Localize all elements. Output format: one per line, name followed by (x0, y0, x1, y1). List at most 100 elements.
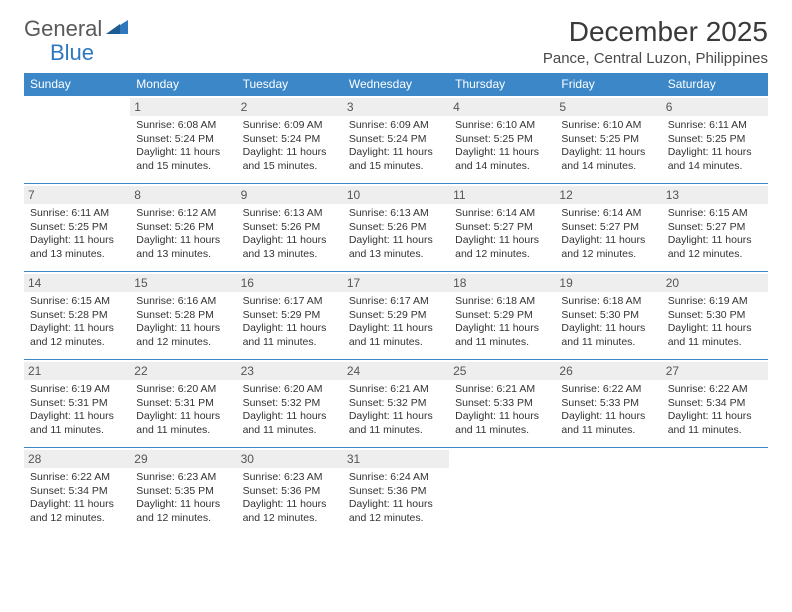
calendar-cell: 10Sunrise: 6:13 AMSunset: 5:26 PMDayligh… (343, 184, 449, 272)
daylight-line: Daylight: 11 hours and 11 minutes. (349, 322, 443, 349)
calendar-cell: 27Sunrise: 6:22 AMSunset: 5:34 PMDayligh… (662, 360, 768, 448)
day-number: 4 (449, 98, 555, 116)
calendar-cell: 24Sunrise: 6:21 AMSunset: 5:32 PMDayligh… (343, 360, 449, 448)
daylight-line: Daylight: 11 hours and 11 minutes. (136, 410, 230, 437)
sunset-line: Sunset: 5:26 PM (136, 221, 230, 235)
daylight-line: Daylight: 11 hours and 12 minutes. (455, 234, 549, 261)
calendar-cell: 15Sunrise: 6:16 AMSunset: 5:28 PMDayligh… (130, 272, 236, 360)
day-number: 23 (237, 362, 343, 380)
daylight-line: Daylight: 11 hours and 11 minutes. (668, 410, 762, 437)
brand-blue-wrap: Blue (50, 40, 94, 66)
calendar-cell (555, 448, 661, 536)
sunrise-line: Sunrise: 6:18 AM (561, 295, 655, 309)
calendar-cell: 28Sunrise: 6:22 AMSunset: 5:34 PMDayligh… (24, 448, 130, 536)
day-number: 18 (449, 274, 555, 292)
calendar-row: 28Sunrise: 6:22 AMSunset: 5:34 PMDayligh… (24, 448, 768, 536)
sunrise-line: Sunrise: 6:19 AM (30, 383, 124, 397)
daylight-line: Daylight: 11 hours and 12 minutes. (349, 498, 443, 525)
calendar-thead: SundayMondayTuesdayWednesdayThursdayFrid… (24, 73, 768, 96)
weekday-row: SundayMondayTuesdayWednesdayThursdayFrid… (24, 73, 768, 96)
calendar-cell: 12Sunrise: 6:14 AMSunset: 5:27 PMDayligh… (555, 184, 661, 272)
sunset-line: Sunset: 5:26 PM (243, 221, 337, 235)
calendar-cell: 11Sunrise: 6:14 AMSunset: 5:27 PMDayligh… (449, 184, 555, 272)
sunrise-line: Sunrise: 6:21 AM (455, 383, 549, 397)
calendar-cell: 23Sunrise: 6:20 AMSunset: 5:32 PMDayligh… (237, 360, 343, 448)
calendar-cell: 8Sunrise: 6:12 AMSunset: 5:26 PMDaylight… (130, 184, 236, 272)
calendar-cell: 17Sunrise: 6:17 AMSunset: 5:29 PMDayligh… (343, 272, 449, 360)
calendar-cell: 4Sunrise: 6:10 AMSunset: 5:25 PMDaylight… (449, 96, 555, 184)
sunrise-line: Sunrise: 6:09 AM (349, 119, 443, 133)
sunset-line: Sunset: 5:24 PM (349, 133, 443, 147)
sunrise-line: Sunrise: 6:10 AM (455, 119, 549, 133)
daylight-line: Daylight: 11 hours and 12 minutes. (561, 234, 655, 261)
daylight-line: Daylight: 11 hours and 12 minutes. (136, 322, 230, 349)
daylight-line: Daylight: 11 hours and 14 minutes. (561, 146, 655, 173)
calendar-cell (24, 96, 130, 184)
daylight-line: Daylight: 11 hours and 13 minutes. (349, 234, 443, 261)
calendar-cell: 22Sunrise: 6:20 AMSunset: 5:31 PMDayligh… (130, 360, 236, 448)
sunrise-line: Sunrise: 6:11 AM (668, 119, 762, 133)
calendar-cell: 30Sunrise: 6:23 AMSunset: 5:36 PMDayligh… (237, 448, 343, 536)
calendar-row: 1Sunrise: 6:08 AMSunset: 5:24 PMDaylight… (24, 96, 768, 184)
sunrise-line: Sunrise: 6:08 AM (136, 119, 230, 133)
sunset-line: Sunset: 5:35 PM (136, 485, 230, 499)
sunset-line: Sunset: 5:28 PM (136, 309, 230, 323)
weekday-header: Sunday (24, 73, 130, 96)
sunrise-line: Sunrise: 6:17 AM (243, 295, 337, 309)
daylight-line: Daylight: 11 hours and 11 minutes. (668, 322, 762, 349)
calendar-cell: 18Sunrise: 6:18 AMSunset: 5:29 PMDayligh… (449, 272, 555, 360)
day-number: 28 (24, 450, 130, 468)
day-number: 30 (237, 450, 343, 468)
sunrise-line: Sunrise: 6:10 AM (561, 119, 655, 133)
day-number: 8 (130, 186, 236, 204)
weekday-header: Tuesday (237, 73, 343, 96)
day-number: 14 (24, 274, 130, 292)
sunrise-line: Sunrise: 6:21 AM (349, 383, 443, 397)
calendar-cell: 26Sunrise: 6:22 AMSunset: 5:33 PMDayligh… (555, 360, 661, 448)
daylight-line: Daylight: 11 hours and 13 minutes. (30, 234, 124, 261)
day-number: 16 (237, 274, 343, 292)
calendar-cell: 21Sunrise: 6:19 AMSunset: 5:31 PMDayligh… (24, 360, 130, 448)
sunset-line: Sunset: 5:27 PM (668, 221, 762, 235)
daylight-line: Daylight: 11 hours and 14 minutes. (668, 146, 762, 173)
brand-triangle-icon (106, 18, 130, 41)
daylight-line: Daylight: 11 hours and 11 minutes. (243, 322, 337, 349)
sunrise-line: Sunrise: 6:23 AM (136, 471, 230, 485)
sunset-line: Sunset: 5:30 PM (668, 309, 762, 323)
daylight-line: Daylight: 11 hours and 12 minutes. (243, 498, 337, 525)
daylight-line: Daylight: 11 hours and 11 minutes. (455, 410, 549, 437)
sunset-line: Sunset: 5:24 PM (136, 133, 230, 147)
calendar-cell: 1Sunrise: 6:08 AMSunset: 5:24 PMDaylight… (130, 96, 236, 184)
sunset-line: Sunset: 5:26 PM (349, 221, 443, 235)
daylight-line: Daylight: 11 hours and 12 minutes. (30, 498, 124, 525)
sunset-line: Sunset: 5:34 PM (668, 397, 762, 411)
brand-general: General (24, 16, 102, 42)
sunrise-line: Sunrise: 6:14 AM (561, 207, 655, 221)
month-title: December 2025 (543, 16, 768, 48)
calendar-cell: 19Sunrise: 6:18 AMSunset: 5:30 PMDayligh… (555, 272, 661, 360)
sunset-line: Sunset: 5:32 PM (349, 397, 443, 411)
sunrise-line: Sunrise: 6:11 AM (30, 207, 124, 221)
daylight-line: Daylight: 11 hours and 15 minutes. (243, 146, 337, 173)
day-number: 6 (662, 98, 768, 116)
calendar-page: General December 2025 Pance, Central Luz… (0, 0, 792, 552)
sunset-line: Sunset: 5:27 PM (561, 221, 655, 235)
weekday-header: Saturday (662, 73, 768, 96)
calendar-cell: 25Sunrise: 6:21 AMSunset: 5:33 PMDayligh… (449, 360, 555, 448)
sunrise-line: Sunrise: 6:22 AM (561, 383, 655, 397)
weekday-header: Friday (555, 73, 661, 96)
sunset-line: Sunset: 5:29 PM (455, 309, 549, 323)
daylight-line: Daylight: 11 hours and 12 minutes. (136, 498, 230, 525)
daylight-line: Daylight: 11 hours and 13 minutes. (243, 234, 337, 261)
day-number: 19 (555, 274, 661, 292)
day-number: 24 (343, 362, 449, 380)
daylight-line: Daylight: 11 hours and 14 minutes. (455, 146, 549, 173)
calendar-cell: 31Sunrise: 6:24 AMSunset: 5:36 PMDayligh… (343, 448, 449, 536)
calendar-cell: 16Sunrise: 6:17 AMSunset: 5:29 PMDayligh… (237, 272, 343, 360)
calendar-cell: 14Sunrise: 6:15 AMSunset: 5:28 PMDayligh… (24, 272, 130, 360)
sunset-line: Sunset: 5:30 PM (561, 309, 655, 323)
sunset-line: Sunset: 5:25 PM (668, 133, 762, 147)
day-number: 2 (237, 98, 343, 116)
sunset-line: Sunset: 5:36 PM (349, 485, 443, 499)
sunset-line: Sunset: 5:24 PM (243, 133, 337, 147)
